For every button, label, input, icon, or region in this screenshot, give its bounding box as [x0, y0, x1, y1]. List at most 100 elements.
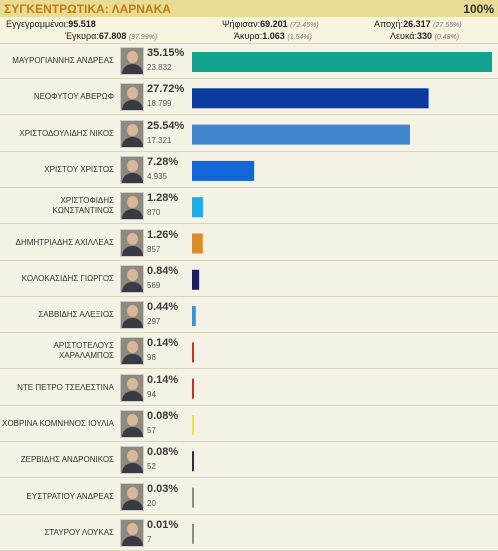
result-bar — [192, 523, 194, 544]
candidate-row: ΚΟΛΟΚΑΣΙΔΗΣ ΓΙΩΡΓΟΣ 0.84% 569 — [0, 262, 498, 297]
candidate-photo — [120, 373, 144, 402]
abstention-label: Αποχή: — [374, 19, 404, 29]
abstention-stat: Αποχή:26.317 (27.55%) — [374, 19, 462, 29]
invalid-pct: (1.54%) — [287, 34, 312, 41]
registered-label: Εγγεγραμμένοι: — [6, 19, 69, 29]
result-bar — [192, 342, 194, 363]
candidate-photo — [120, 482, 144, 511]
candidate-votes: 4.935 — [147, 171, 168, 181]
result-bar — [192, 378, 194, 399]
candidate-votes: 17.321 — [147, 135, 172, 145]
result-bar — [192, 306, 196, 327]
candidate-percentage: 7.28% — [147, 155, 179, 168]
candidate-row: ΧΟΒΡΙΝΑ ΚΟΜΝΗΝΟΣ ΙΟΥΛΙΑ 0.08% 57 — [0, 407, 498, 442]
result-bar — [192, 160, 255, 181]
candidate-name: ΣΑΒΒΙΔΗΣ ΑΛΕΞΙΟΣ — [38, 310, 114, 320]
candidate-name: ΑΡΙΣΤΟΤΕΛΟΥΣ ΧΑΡΑΛΑΜΠΟΣ — [53, 341, 114, 361]
candidate-percentage: 0.84% — [147, 264, 179, 277]
result-bar — [192, 451, 194, 472]
candidate-name: ΜΑΥΡΟΓΙΑΝΝΗΣ ΑΝΔΡΕΑΣ — [12, 56, 114, 65]
candidate-votes: 297 — [147, 317, 161, 327]
turnout-stats: Εγγεγραμμένοι:95.518 Ψήφισαν:69.201 (72.… — [0, 17, 498, 44]
candidate-row: ΜΑΥΡΟΓΙΑΝΝΗΣ ΑΝΔΡΕΑΣ 35.15% 23.832 — [0, 44, 498, 79]
candidate-name: ΝΕΟΦΥΤΟΥ ΑΒΕΡΩΦ — [33, 92, 114, 102]
candidate-percentage: 1.26% — [147, 228, 179, 241]
candidate-name: ΕΥΣΤΡΑΤΙΟΥ ΑΝΔΡΕΑΣ — [26, 491, 114, 501]
result-bar — [192, 487, 194, 508]
abstention-pct: (27.55%) — [433, 22, 462, 29]
counted-percentage: 100% — [463, 1, 494, 16]
candidate-percentage: 1.28% — [147, 192, 179, 205]
candidate-votes: 857 — [147, 244, 161, 254]
candidate-percentage: 0.08% — [147, 446, 179, 459]
candidate-votes: 57 — [147, 426, 156, 435]
candidate-photo — [120, 47, 144, 75]
candidate-row: ΑΡΙΣΤΟΤΕΛΟΥΣ ΧΑΡΑΛΑΜΠΟΣ 0.14% 98 — [0, 334, 498, 370]
candidate-name: ΔΗΜΗΤΡΙΑΔΗΣ ΑΧΙΛΛΕΑΣ — [15, 237, 114, 247]
results-header: ΣΥΓΚΕΝΤΡΩΤΙΚΑ: ΛΑΡΝΑΚΑ 100% — [0, 0, 498, 17]
candidate-votes: 569 — [147, 280, 161, 290]
candidate-row: ΧΡΙΣΤΟΦΙΔΗΣ ΚΩΝΣΤΑΝΤΙΝΟΣ 1.28% 870 — [0, 189, 498, 225]
valid-stat: Έγκυρα:67.808 (97.99%) — [65, 31, 157, 41]
candidate-percentage: 0.08% — [147, 410, 179, 422]
candidate-name: ΝΤΕ ΠΕΤΡΟ ΤΣΕΛΕΣΤΙΝΑ — [17, 382, 114, 392]
candidate-name: ΧΡΙΣΤΟΥ ΧΡΙΣΤΟΣ — [44, 164, 114, 174]
candidate-row: ΧΡΙΣΤΟΥ ΧΡΙΣΤΟΣ 7.28% 4.935 — [0, 153, 498, 188]
candidate-photo — [120, 337, 144, 366]
candidate-row: ΕΥΣΤΡΑΤΙΟΥ ΑΝΔΡΕΑΣ 0.03% 20 — [0, 480, 498, 515]
voted-pct: (72.45%) — [290, 22, 319, 29]
candidate-photo — [120, 228, 144, 257]
candidate-name: ΚΟΛΟΚΑΣΙΔΗΣ ΓΙΩΡΓΟΣ — [21, 273, 114, 283]
blank-value: 330 — [417, 31, 433, 41]
candidate-percentage: 0.01% — [147, 518, 179, 531]
candidate-row: ΔΗΜΗΤΡΙΑΔΗΣ ΑΧΙΛΛΕΑΣ 1.26% 857 — [0, 226, 498, 261]
voted-label: Ψήφισαν: — [222, 19, 261, 29]
result-bar — [192, 52, 492, 72]
candidate-votes: 870 — [147, 208, 161, 218]
candidate-votes: 98 — [147, 353, 156, 363]
candidate-row: ΣΑΒΒΙΔΗΣ ΑΛΕΞΙΟΣ 0.44% 297 — [0, 298, 498, 334]
candidate-photo — [120, 83, 144, 112]
district-title: ΣΥΓΚΕΝΤΡΩΤΙΚΑ: ΛΑΡΝΑΚΑ — [4, 1, 171, 16]
candidate-percentage: 0.14% — [147, 337, 179, 350]
valid-pct: (97.99%) — [128, 34, 158, 41]
candidate-votes: 52 — [147, 462, 156, 472]
candidate-photo — [120, 192, 144, 221]
candidate-photo — [120, 264, 144, 293]
invalid-stat: Άκυρα:1.063 (1.54%) — [234, 31, 312, 41]
candidate-percentage: 27.72% — [147, 83, 185, 96]
candidate-photo — [120, 119, 144, 148]
results-bar-chart — [192, 52, 492, 544]
candidate-photo — [120, 410, 144, 438]
result-bar — [192, 269, 200, 290]
candidate-photo — [120, 155, 144, 184]
result-bar — [192, 197, 203, 218]
blank-stat: Λευκά:330 (0.48%) — [390, 31, 459, 41]
candidate-percentage: 25.54% — [147, 119, 185, 132]
candidate-votes: 18.799 — [147, 99, 172, 109]
candidate-percentage: 35.15% — [147, 47, 185, 59]
candidate-name: ΧΡΙΣΤΟΦΙΔΗΣ ΚΩΝΣΤΑΝΤΙΝΟΣ — [52, 196, 115, 216]
valid-value: 67.808 — [98, 31, 127, 41]
candidate-name: ΧΟΒΡΙΝΑ ΚΟΜΝΗΝΟΣ ΙΟΥΛΙΑ — [2, 419, 114, 428]
invalid-value: 1.063 — [262, 31, 285, 41]
candidate-row: ΝΕΟΦΥΤΟΥ ΑΒΕΡΩΦ 27.72% 18.799 — [0, 80, 498, 116]
registered-value: 95.518 — [68, 19, 96, 29]
valid-label: Έγκυρα: — [65, 31, 99, 41]
registered-stat: Εγγεγραμμένοι:95.518 — [6, 19, 96, 29]
result-bar — [192, 124, 410, 145]
result-bar — [192, 415, 194, 435]
voted-value: 69.201 — [260, 19, 288, 29]
candidate-votes: 7 — [147, 534, 152, 544]
candidate-photo — [120, 446, 144, 475]
candidate-percentage: 0.03% — [147, 482, 179, 495]
result-bar — [192, 88, 429, 109]
candidate-percentage: 0.14% — [147, 373, 179, 386]
candidate-votes: 20 — [147, 498, 156, 508]
candidate-votes: 94 — [147, 389, 156, 399]
result-bar — [192, 233, 203, 254]
candidate-photo — [120, 518, 144, 547]
invalid-label: Άκυρα: — [234, 31, 263, 41]
candidate-name: ΖΕΡΒΙΔΗΣ ΑΝΔΡΟΝΙΚΟΣ — [20, 455, 114, 465]
abstention-value: 26.317 — [403, 19, 431, 29]
